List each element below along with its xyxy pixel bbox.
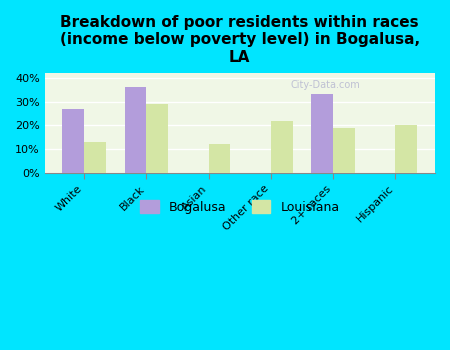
Bar <box>396 125 417 173</box>
Bar <box>271 121 293 173</box>
Bar <box>125 87 146 173</box>
Bar <box>146 104 168 173</box>
Bar <box>84 142 106 173</box>
Title: Breakdown of poor residents within races
(income below poverty level) in Bogalus: Breakdown of poor residents within races… <box>60 15 420 65</box>
Bar <box>333 128 355 173</box>
Bar <box>63 109 84 173</box>
Bar <box>209 145 230 173</box>
Bar <box>311 94 333 173</box>
Legend: Bogalusa, Louisiana: Bogalusa, Louisiana <box>135 195 344 219</box>
Text: City-Data.com: City-Data.com <box>291 80 360 90</box>
